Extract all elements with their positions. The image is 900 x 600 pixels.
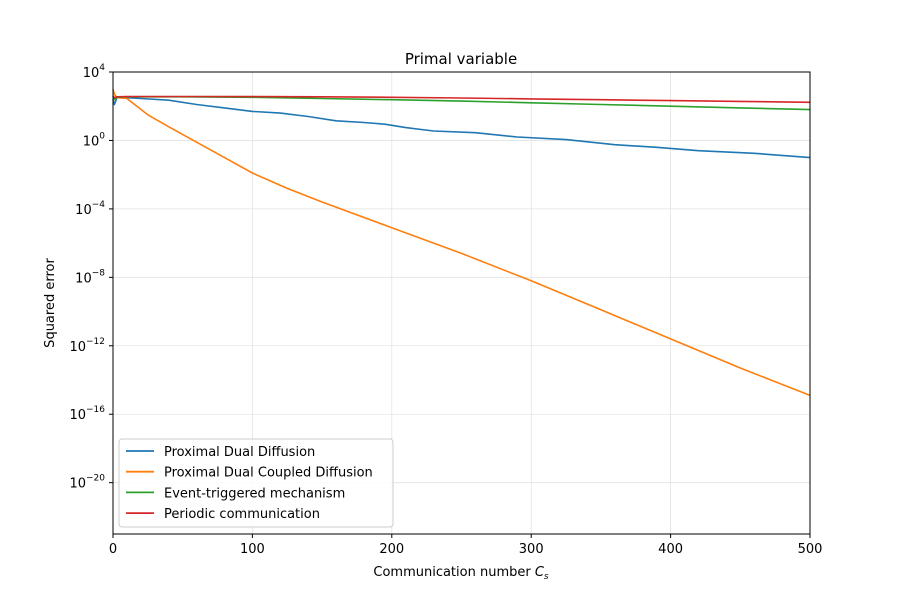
x-axis-label-var: C xyxy=(535,565,545,580)
y-tick-base: 10 xyxy=(75,203,92,218)
y-tick-base: 10 xyxy=(69,340,86,355)
series-line-2 xyxy=(112,88,811,397)
y-tick-label: 10−8 xyxy=(75,268,105,286)
y-tick-label: 10−12 xyxy=(69,337,105,355)
x-tick-label: 0 xyxy=(109,542,117,557)
y-tick-exponent: −20 xyxy=(86,474,105,484)
y-tick-base: 10 xyxy=(69,477,86,492)
x-axis-label-sub: s xyxy=(544,572,549,582)
y-tick-exponent: −12 xyxy=(86,337,105,347)
y-axis-label: Squared error xyxy=(43,258,58,348)
x-tick-label: 400 xyxy=(658,542,683,557)
y-tick-label: 10−20 xyxy=(69,474,105,492)
legend-label: Proximal Dual Coupled Diffusion xyxy=(164,466,373,481)
y-tick-exponent: 4 xyxy=(99,63,105,73)
legend-label: Periodic communication xyxy=(164,507,320,522)
y-tick-exponent: 0 xyxy=(99,131,105,141)
y-tick-label: 10−4 xyxy=(75,200,105,218)
y-tick-exponent: −16 xyxy=(86,405,105,415)
y-tick-base: 10 xyxy=(69,408,86,423)
x-axis: 0 100 200 300 400 500 xyxy=(109,534,823,557)
x-tick-label: 100 xyxy=(240,542,265,557)
legend: Proximal Dual Diffusion Proximal Dual Cou… xyxy=(118,438,394,528)
x-axis-label: Communication number Cs xyxy=(373,565,549,582)
series-line-4 xyxy=(112,95,811,104)
series-lines xyxy=(112,88,811,397)
y-tick-base: 10 xyxy=(83,66,100,81)
legend-box xyxy=(118,438,394,528)
plot-frame xyxy=(112,71,811,535)
y-tick-exponent: −8 xyxy=(92,268,106,278)
legend-label: Proximal Dual Diffusion xyxy=(164,445,315,460)
y-tick-label: 100 xyxy=(83,131,106,149)
y-tick-base: 10 xyxy=(75,271,92,286)
x-tick-label: 200 xyxy=(379,542,404,557)
y-tick-label: 10−16 xyxy=(69,405,105,423)
x-tick-label: 300 xyxy=(519,542,544,557)
series-line-1 xyxy=(112,96,811,159)
y-tick-label: 104 xyxy=(83,63,106,81)
x-tick-label: 500 xyxy=(798,542,823,557)
x-axis-label-main: Communication number xyxy=(373,565,534,580)
y-tick-exponent: −4 xyxy=(92,200,106,210)
chart-title: Primal variable xyxy=(405,50,517,68)
legend-label: Event-triggered mechanism xyxy=(164,486,345,501)
y-tick-base: 10 xyxy=(83,134,100,149)
